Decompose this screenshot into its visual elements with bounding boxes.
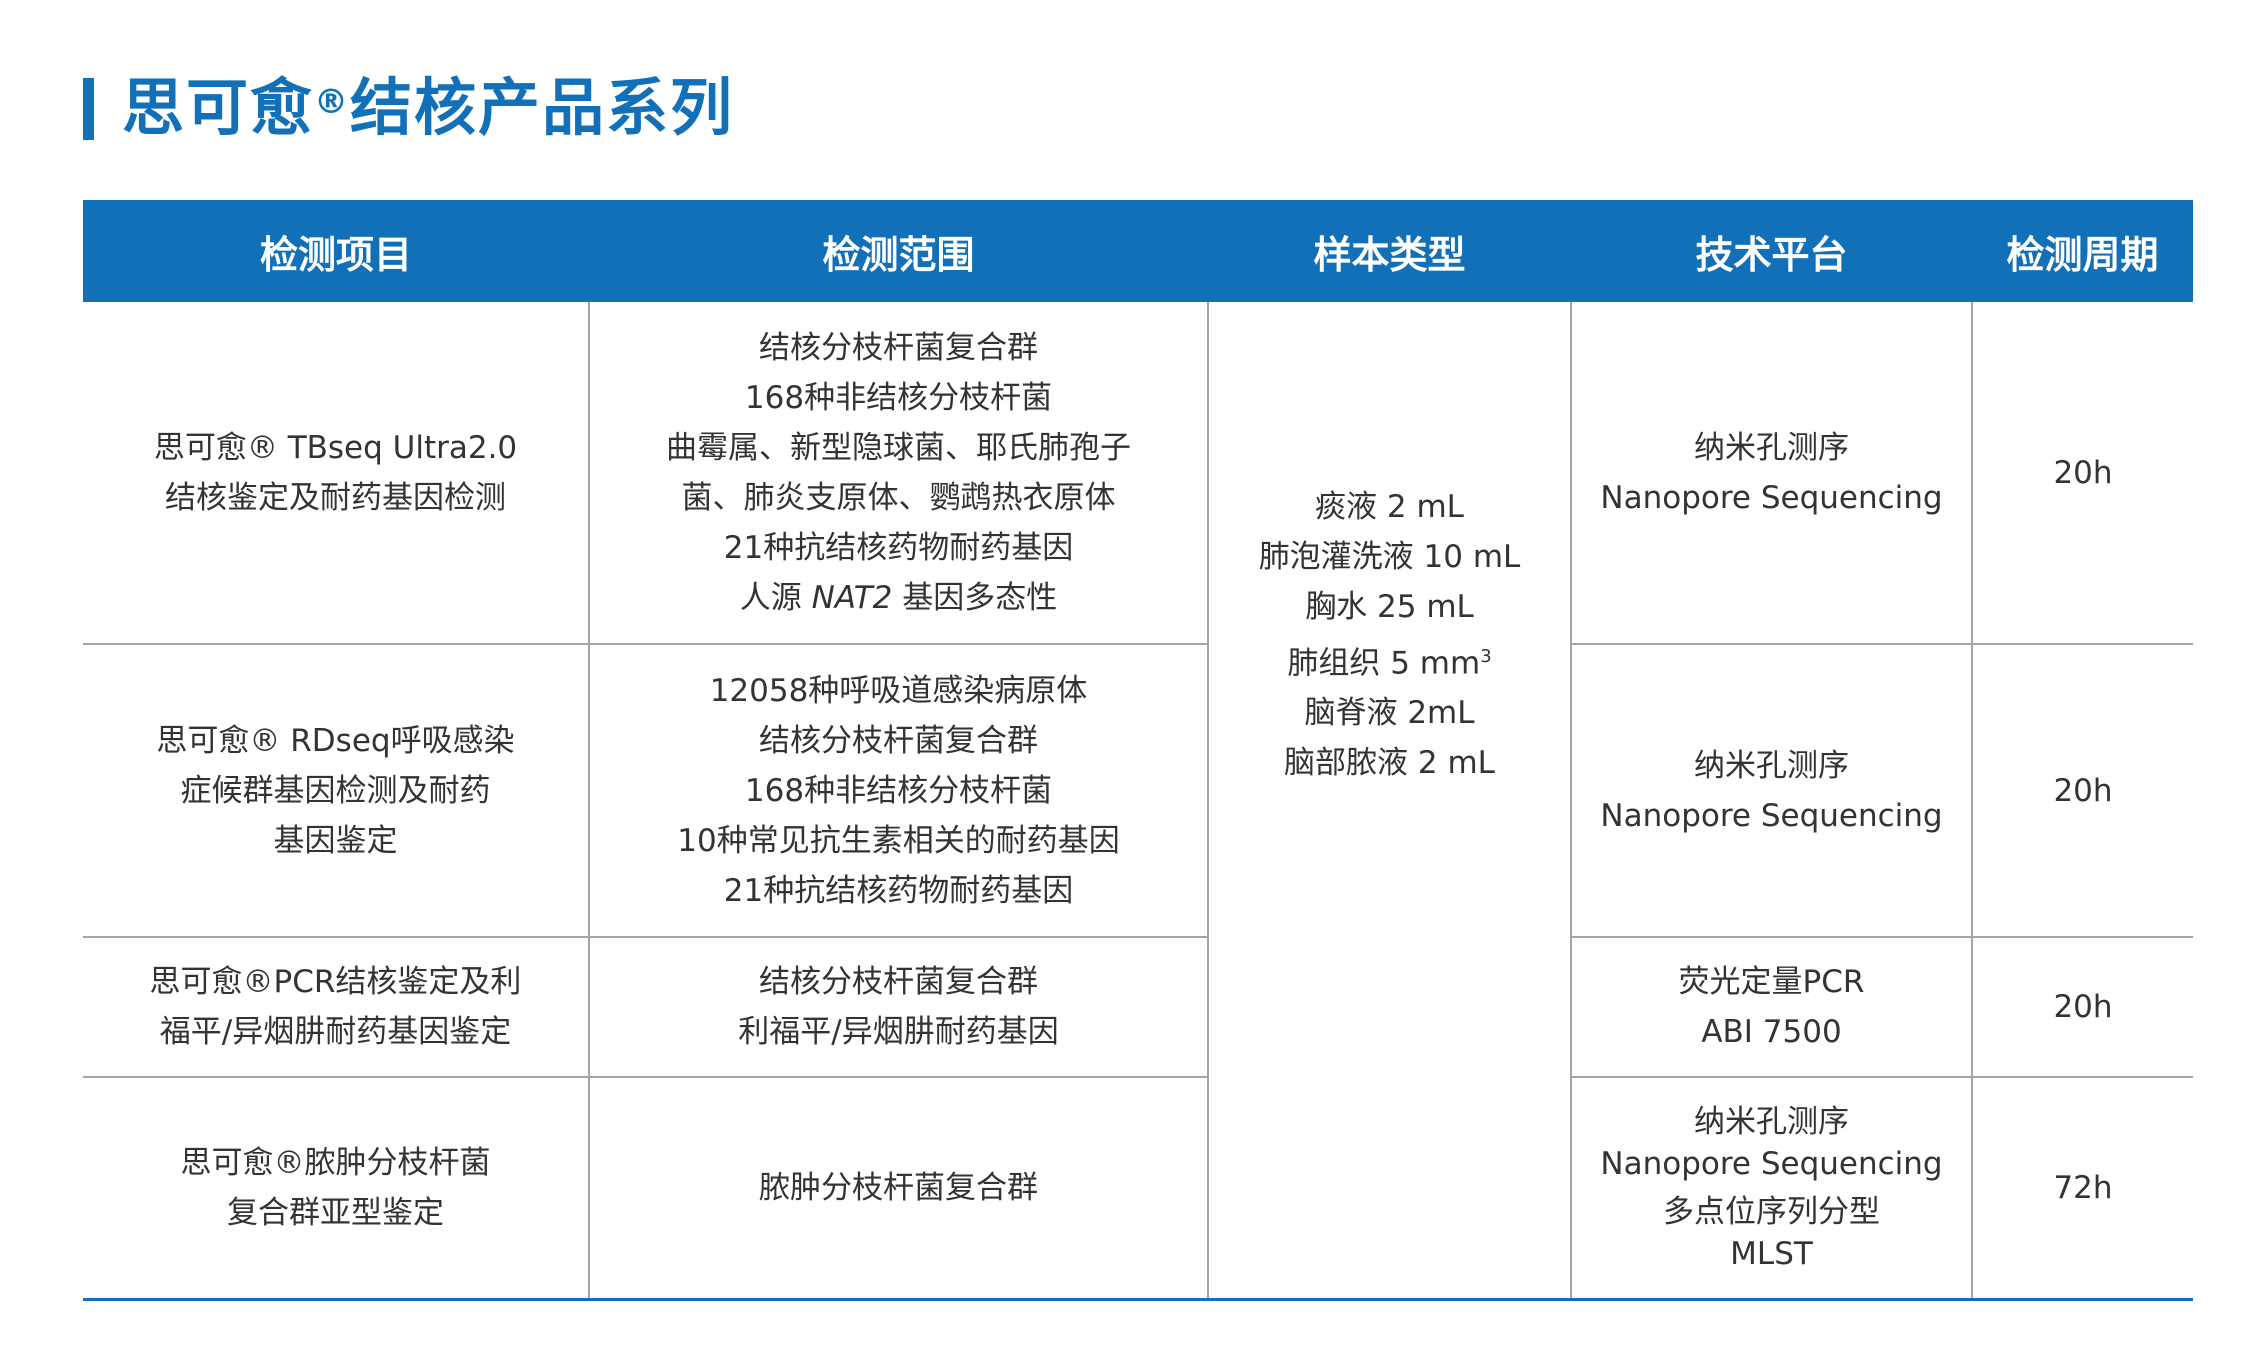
cell-line: 168种非结核分枝杆菌	[744, 772, 1053, 809]
cell-line: 思可愈® TBseq Ultra2.0	[153, 429, 518, 466]
cell-line: 思可愈® RDseq呼吸感染	[156, 722, 515, 759]
cell-line: 基因鉴定	[273, 822, 398, 859]
gene-name: NAT2	[811, 579, 893, 616]
cell-line: ABI 7500	[1701, 1014, 1842, 1050]
text: 肺组织 5 mm	[1287, 644, 1481, 681]
product-table: 检测项目 检测范围 样本类型 技术平台 检测周期 思可愈® TBseq Ultr…	[83, 200, 2193, 1301]
cell-line: 多点位序列分型	[1663, 1193, 1880, 1230]
cell-line: 结核鉴定及耐药基因检测	[165, 479, 506, 516]
cell-line: 思可愈®PCR结核鉴定及利	[149, 964, 522, 1000]
table-row: 思可愈®PCR结核鉴定及利 福平/异烟肼耐药基因鉴定 结核分枝杆菌复合群 利福平…	[83, 936, 2193, 1078]
header-item: 检测项目	[83, 200, 589, 302]
platform-cell: 纳米孔测序 Nanopore Sequencing	[1570, 302, 1973, 645]
item-cell: 思可愈® RDseq呼吸感染 症候群基因检测及耐药 基因鉴定	[83, 643, 590, 938]
scope-cell: 12058种呼吸道感染病原体 结核分枝杆菌复合群 168种非结核分枝杆菌 10种…	[588, 643, 1209, 938]
item-cell: 思可愈®PCR结核鉴定及利 福平/异烟肼耐药基因鉴定	[83, 936, 590, 1078]
cell-line: 纳米孔测序	[1694, 429, 1849, 466]
period-cell: 20h	[1971, 643, 2193, 938]
header-period: 检测周期	[1972, 200, 2193, 302]
cell-line: 脓肿分枝杆菌复合群	[759, 1169, 1038, 1206]
cell-line: 荧光定量PCR	[1678, 964, 1865, 1000]
cell-line: 10种常见抗生素相关的耐药基因	[677, 822, 1120, 859]
cell-line: 168种非结核分枝杆菌	[744, 379, 1053, 416]
cell-line: 利福平/异烟肼耐药基因	[738, 1014, 1059, 1050]
superscript: 3	[1480, 645, 1492, 667]
cell-line: 12058种呼吸道感染病原体	[709, 672, 1088, 709]
item-cell: 思可愈®脓肿分枝杆菌 复合群亚型鉴定	[83, 1076, 590, 1301]
platform-cell: 荧光定量PCR ABI 7500	[1570, 936, 1973, 1078]
cell-line: 曲霉属、新型隐球菌、耶氏肺孢子	[666, 429, 1131, 466]
cell-line: 结核分枝杆菌复合群	[759, 964, 1038, 1000]
cell-line: Nanopore Sequencing	[1600, 797, 1943, 834]
cell-line: 结核分枝杆菌复合群	[759, 329, 1038, 366]
cell-line: 结核分枝杆菌复合群	[759, 722, 1038, 759]
header-scope: 检测范围	[589, 200, 1208, 302]
cell-line: 脑部脓液 2 mL	[1284, 744, 1495, 781]
cell-line: 纳米孔测序	[1694, 1103, 1849, 1140]
table-row: 思可愈®脓肿分枝杆菌 复合群亚型鉴定 脓肿分枝杆菌复合群 纳米孔测序 Nanop…	[83, 1076, 2193, 1301]
cell-line: 21种抗结核药物耐药基因	[723, 872, 1074, 909]
cell-line: 复合群亚型鉴定	[227, 1194, 444, 1231]
scope-cell: 结核分枝杆菌复合群 168种非结核分枝杆菌 曲霉属、新型隐球菌、耶氏肺孢子 菌、…	[588, 302, 1209, 645]
cell-line: 肺泡灌洗液 10 mL	[1258, 538, 1521, 575]
cell-line: Nanopore Sequencing	[1600, 1145, 1943, 1182]
period-cell: 20h	[1971, 302, 2193, 645]
page-title: 思可愈®结核产品系列	[122, 66, 734, 150]
cell-line: 人源 NAT2 基因多态性	[590, 573, 1207, 623]
cell-line: 菌、肺炎支原体、鹦鹉热衣原体	[681, 479, 1116, 516]
table-row: 思可愈® RDseq呼吸感染 症候群基因检测及耐药 基因鉴定 12058种呼吸道…	[83, 643, 2193, 938]
platform-cell: 纳米孔测序 Nanopore Sequencing	[1570, 643, 1973, 938]
platform-cell: 纳米孔测序 Nanopore Sequencing 多点位序列分型 MLST	[1570, 1076, 1973, 1301]
title-brand: 思可愈	[122, 71, 315, 144]
cell-line: Nanopore Sequencing	[1600, 479, 1943, 516]
scope-cell: 结核分枝杆菌复合群 利福平/异烟肼耐药基因	[588, 936, 1209, 1078]
header-sample: 样本类型	[1208, 200, 1571, 302]
sample-cell: 痰液 2 mL 肺泡灌洗液 10 mL 胸水 25 mL 肺组织 5 mm3 脑…	[1207, 302, 1572, 1301]
title-accent-bar	[83, 78, 94, 140]
item-cell: 思可愈® TBseq Ultra2.0 结核鉴定及耐药基因检测	[83, 302, 590, 645]
cell-line: 肺组织 5 mm3	[1209, 632, 1570, 688]
cell-line: 胸水 25 mL	[1305, 588, 1474, 625]
table-header-row: 检测项目 检测范围 样本类型 技术平台 检测周期	[83, 200, 2193, 302]
cell-line: 症候群基因检测及耐药	[180, 772, 491, 809]
header-platform: 技术平台	[1571, 200, 1972, 302]
table-row: 思可愈® TBseq Ultra2.0 结核鉴定及耐药基因检测 结核分枝杆菌复合…	[83, 302, 2193, 1301]
cell-line: 思可愈®脓肿分枝杆菌	[180, 1144, 491, 1181]
period-cell: 20h	[1971, 936, 2193, 1078]
registered-mark: ®	[314, 82, 351, 122]
cell-line: 福平/异烟肼耐药基因鉴定	[159, 1014, 512, 1050]
text: 基因多态性	[892, 579, 1058, 616]
period-cell: 72h	[1971, 1076, 2193, 1301]
text: 人源	[739, 579, 812, 616]
cell-line: 21种抗结核药物耐药基因	[723, 529, 1074, 566]
cell-line: 脑脊液 2mL	[1304, 694, 1475, 731]
cell-line: 纳米孔测序	[1694, 747, 1849, 784]
scope-cell: 脓肿分枝杆菌复合群	[588, 1076, 1209, 1301]
title-rest: 结核产品系列	[350, 71, 735, 144]
cell-line: MLST	[1730, 1235, 1813, 1272]
cell-line: 痰液 2 mL	[1315, 488, 1464, 525]
